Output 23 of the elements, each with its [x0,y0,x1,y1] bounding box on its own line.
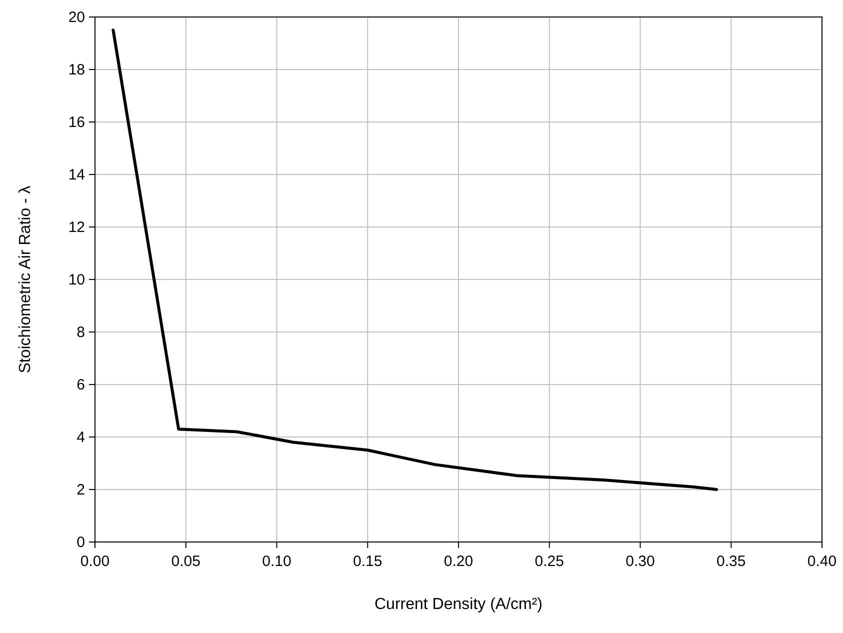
x-tick-label: 0.10 [262,553,292,570]
x-tick-label: 0.40 [807,553,837,570]
y-tick-label: 12 [68,219,85,236]
y-tick-label: 6 [76,376,85,394]
line-series [112,28,718,491]
y-tick-label: 20 [68,9,85,26]
x-axis-title: Current Density (A/cm²) [374,596,543,613]
x-tick-label: 0.20 [444,553,474,570]
y-axis-title: Stoichiometric Air Ratio - λ [17,186,34,374]
y-tick-label: 16 [68,114,85,131]
x-tick-label: 0.35 [716,553,746,570]
x-tick-label: 0.05 [171,553,200,570]
x-tick-label: 0.15 [353,553,382,570]
y-tick-label: 14 [68,166,85,184]
y-tick-label: 4 [76,429,85,446]
y-tick-label: 18 [68,62,85,78]
x-tick-label: 0.25 [534,553,564,570]
y-tick-label: 2 [76,482,85,498]
x-tick-label: 0.00 [80,553,110,570]
x-tick-label: 0.30 [626,553,655,570]
y-tick-label: 0 [76,534,85,551]
y-tick-label: 8 [76,324,85,341]
y-tick-label: 10 [68,272,85,288]
